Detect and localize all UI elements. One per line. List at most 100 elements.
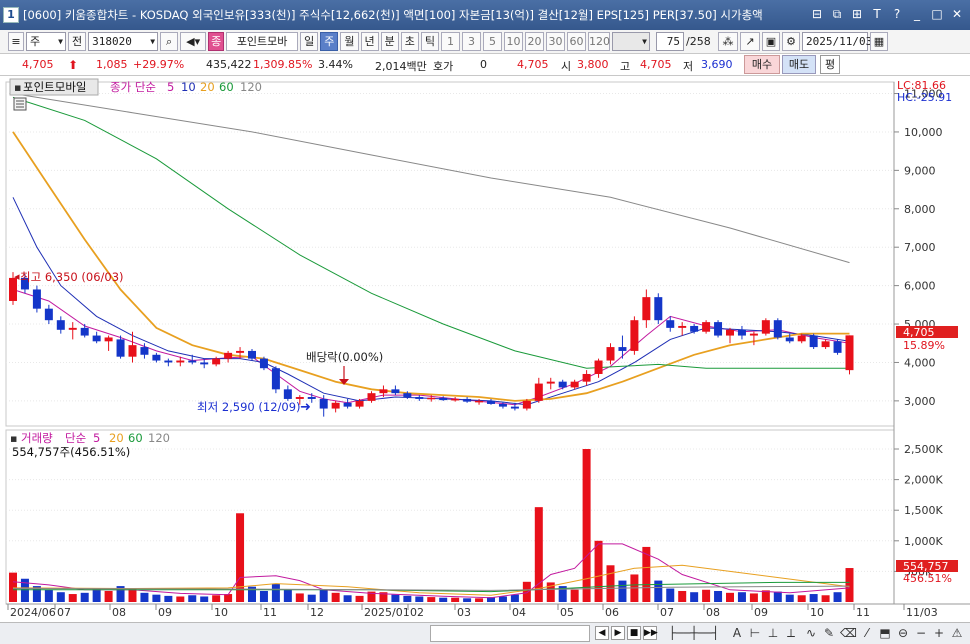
ask-price: 4,705 [517,58,549,71]
interval-10[interactable]: 10 [504,32,523,51]
interval-custom-select[interactable]: ▼ [612,32,650,51]
chart-area[interactable]: 11,000 10,000 9,000 8,000 7,000 6,000 5,000 4,0… [0,76,970,622]
interval-3[interactable]: 3 [462,32,481,51]
close-icon[interactable]: ✕ [951,7,963,21]
volume-bar [642,546,651,602]
tab-year[interactable]: 년 [360,32,379,51]
volume-bar [164,595,173,602]
lc-label: LC:81.66 [897,79,946,92]
x-axis-label: 08 [706,606,720,619]
volume-bar [355,595,364,602]
fast-forward-icon[interactable]: ▶▶ [643,626,658,640]
prev-button[interactable]: 전 [68,32,87,51]
interval-20[interactable]: 20 [525,32,544,51]
count-input[interactable]: 75 [656,32,684,51]
tab-minute[interactable]: 분 [380,32,399,51]
volume-bar [582,449,591,602]
chevron-down-icon: ▼ [642,37,647,46]
save-icon[interactable]: ▣ [762,32,780,51]
code-input[interactable]: 318020 ▼ [88,32,159,51]
plus-icon[interactable]: + [933,626,945,640]
line-tool-icon[interactable]: ⁄ [865,626,868,640]
candle-body [164,360,173,363]
zoom-out-icon[interactable]: ⊖ [897,626,909,640]
ruler-icon[interactable]: ⊢ [749,626,761,640]
gear-icon[interactable]: ⚙ [782,32,800,51]
x-axis-label: 2025/01 [364,606,410,619]
menu-icon[interactable]: ≡ [8,32,24,51]
erase-tool-icon[interactable]: ⌫ [840,626,857,640]
volume-bar [821,595,830,602]
interval-30[interactable]: 30 [546,32,565,51]
text-tool-icon[interactable]: A [732,626,742,640]
candle-body [224,352,233,359]
scroll-left-icon[interactable]: ◀ [595,626,609,640]
font-icon[interactable]: T [873,7,881,21]
restore-icon[interactable]: ⧉ [832,7,842,21]
price-volume-chart[interactable]: 11,00010,0009,0008,0007,0006,0005,0004,0… [0,76,970,622]
date-input[interactable]: 2025/11/03 [802,32,872,51]
sell-button[interactable]: 매도 [782,55,816,74]
period-select[interactable]: 주 ▼ [26,32,66,51]
volume-bar [439,597,448,602]
minus-icon[interactable]: − [915,626,927,640]
interval-5[interactable]: 5 [483,32,502,51]
candle-body [116,339,125,357]
sound-icon[interactable]: ◀▾ [180,32,207,51]
interval-1[interactable]: 1 [441,32,460,51]
minimize-icon[interactable]: _ [914,7,920,21]
zoom-slider[interactable]: ├──┼──┤ [668,626,720,640]
settings-icon[interactable]: ⚠ [951,626,963,640]
low-annotation: 최저 2,590 (12/09) [197,400,301,414]
candle-body [582,373,591,382]
interval-120[interactable]: 120 [588,32,610,51]
open-label: 시 [561,60,572,73]
volume-bar [546,582,555,602]
candle-body [451,398,460,401]
bar-tool-icon[interactable]: ⊥ [767,626,779,640]
tab-month[interactable]: 월 [340,32,359,51]
crosshair-icon[interactable]: ⁂ [718,32,738,51]
low-value: 3,690 [701,58,733,71]
window-controls: ⊟ ⧉ ⊞ T ? _ □ ✕ [810,7,964,21]
ma-line-10 [12,197,850,406]
search-icon[interactable]: ⌕ [160,32,179,51]
tab-week[interactable]: 주 [320,32,339,51]
link-icon[interactable]: ⊟ [811,7,823,21]
volume-ma-line-60 [13,581,850,593]
price-axis-label: 3,000 [904,395,936,408]
current-volume-tag-text: 554,757 [903,560,949,573]
pen-tool-icon[interactable]: ✎ [823,626,835,640]
candle-body [618,347,627,351]
maximize-icon[interactable]: □ [931,7,943,21]
flat-button[interactable]: 평 [820,55,840,74]
buy-button[interactable]: 매수 [744,55,780,74]
code-input-value: 318020 [92,35,132,48]
candle-body [714,322,723,336]
interval-60[interactable]: 60 [567,32,586,51]
wave-tool-icon[interactable]: ∿ [805,626,817,640]
tab-second[interactable]: 초 [400,32,419,51]
tab-tick[interactable]: 틱 [420,32,439,51]
volume-bar [534,507,543,602]
trend-tool-icon[interactable]: ⟂ [786,626,795,640]
candle-body [487,400,495,404]
current-pct-tag: 15.89% [903,339,945,352]
tab-day[interactable]: 일 [300,32,319,51]
volume-bar [343,595,352,602]
draw-icon[interactable]: ↗ [740,32,760,51]
stop-icon[interactable]: ■ [627,626,641,640]
x-axis-label: 07 [57,606,71,619]
shape-tool-icon[interactable]: ⬒ [879,626,891,640]
play-icon[interactable]: ▶ [611,626,625,640]
volume-bar [331,592,340,602]
help-icon[interactable]: ? [893,7,901,21]
volume-bar [475,598,484,602]
volume-bar [690,592,699,602]
price-change: 1,085 [96,58,128,71]
pin-icon[interactable]: ⊞ [851,7,863,21]
calendar-icon[interactable]: ▦ [870,32,888,51]
candle-body [92,335,101,342]
scroll-track[interactable] [430,625,590,642]
candle-body [749,333,758,336]
